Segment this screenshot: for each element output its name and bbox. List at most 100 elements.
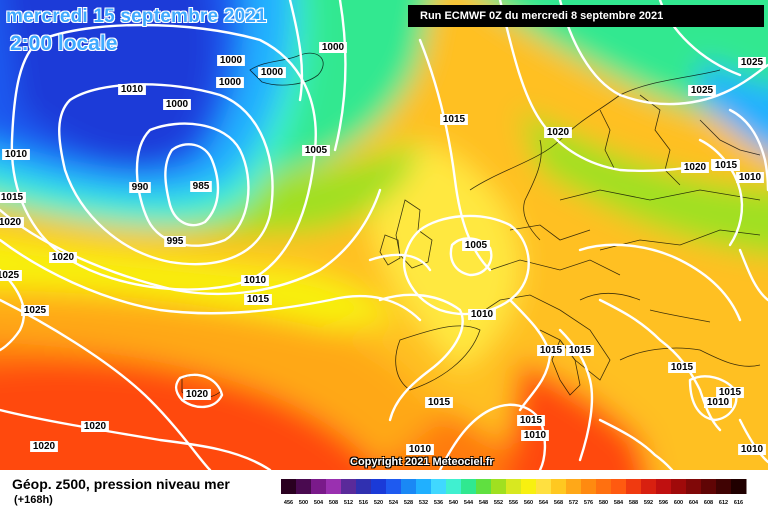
- color-scale-swatch: [731, 479, 747, 494]
- color-scale-label: 556: [509, 500, 518, 506]
- isobar-label: 1015: [520, 415, 543, 426]
- color-scale-bar: 456 500 504 508 512 516 520 524 528 532 536 540 544 5…: [281, 479, 747, 506]
- isobar-label-background: [319, 42, 347, 53]
- isobar-label: 1020: [84, 421, 107, 432]
- color-scale-label: 568: [554, 500, 563, 506]
- color-scale-label: 612: [719, 500, 728, 506]
- color-scale-label: 500: [299, 500, 308, 506]
- isobar-label: 1015: [428, 397, 451, 408]
- color-scale-label: 576: [584, 500, 593, 506]
- isobar-label-background: [406, 444, 434, 455]
- color-scale-swatch: [716, 479, 732, 494]
- color-scale-label: 520: [374, 500, 383, 506]
- isobar-label: 1015: [247, 294, 270, 305]
- color-scale-label: 532: [419, 500, 428, 506]
- color-scale-label: 508: [329, 500, 338, 506]
- parameter-label: Géop. z500, pression niveau mer: [12, 476, 230, 492]
- isobar-label: 1000: [166, 99, 189, 110]
- isobar-label-background: [738, 444, 766, 455]
- color-scale-label: 456: [284, 500, 293, 506]
- isobar-label: 1015: [540, 345, 563, 356]
- color-scale-label: 588: [629, 500, 638, 506]
- isobar-label-background: [521, 430, 549, 441]
- isobar-label: 1025: [24, 305, 47, 316]
- color-scale-swatch: [491, 479, 507, 494]
- isobar-label: 1025: [0, 270, 20, 281]
- color-scale-swatch: [416, 479, 432, 494]
- isobar-label-background: [544, 127, 572, 138]
- isobar-label-background: [217, 55, 245, 66]
- color-scale-swatch: [566, 479, 582, 494]
- color-scale-label: 592: [644, 500, 653, 506]
- color-scale-swatch: [506, 479, 522, 494]
- isobar-label-background: [190, 181, 212, 192]
- isobar-label-background: [468, 309, 496, 320]
- isobar-label: 1010: [471, 309, 494, 320]
- color-scale-swatch: [326, 479, 342, 494]
- coastlines: [181, 52, 761, 399]
- isobar-label: 1020: [0, 217, 22, 228]
- isobar-label: 1000: [322, 42, 345, 53]
- geopotential-map: 1000 1000 1000 1000 1000 1010 1010 990 985 995 100…: [0, 0, 768, 470]
- color-scale-label: 548: [479, 500, 488, 506]
- isobar-label: 1010: [409, 444, 432, 455]
- isobar-label-background: [517, 415, 545, 426]
- isobar-label-background: [425, 397, 453, 408]
- isobar-label: 1005: [305, 145, 328, 156]
- isobar-label: 1020: [186, 389, 209, 400]
- isobar-label-background: [129, 182, 151, 193]
- color-scale-label: 536: [434, 500, 443, 506]
- color-scale-swatch: [461, 479, 477, 494]
- color-scale-swatch: [686, 479, 702, 494]
- isobar-label: 995: [167, 236, 184, 247]
- isobar-label-background: [216, 77, 244, 88]
- isobar-label-background: [716, 387, 744, 398]
- isobar-label: 1020: [33, 441, 56, 452]
- isobar-label-background: [258, 67, 286, 78]
- isobar-label-background: [49, 252, 77, 263]
- isobar-label: 1000: [220, 55, 243, 66]
- color-scale-swatch: [521, 479, 537, 494]
- isobar-label: 985: [193, 181, 210, 192]
- color-scale-label: 560: [524, 500, 533, 506]
- color-scale-label: 596: [659, 500, 668, 506]
- isobar-label: 1010: [5, 149, 28, 160]
- isobar-label: 1020: [684, 162, 707, 173]
- color-scale-swatch: [671, 479, 687, 494]
- color-scale-label: 608: [704, 500, 713, 506]
- color-scale-swatch: [536, 479, 552, 494]
- isobar-label-background: [462, 240, 490, 251]
- color-scale-swatch: [386, 479, 402, 494]
- isobar-label-background: [738, 57, 766, 68]
- isobar-label-background: [2, 149, 30, 160]
- isobar-label-background: [440, 114, 468, 125]
- isobar-label: 1015: [1, 192, 24, 203]
- color-scale-swatch: [701, 479, 717, 494]
- isobar-label-background: [183, 389, 211, 400]
- color-scale-label: 616: [734, 500, 743, 506]
- color-scale-label: 604: [689, 500, 699, 506]
- color-scale-swatch: [626, 479, 642, 494]
- isobar-label: 1010: [121, 84, 144, 95]
- isobar-label-background: [21, 305, 49, 316]
- isobar-label: 1025: [741, 57, 764, 68]
- isobar-label: 1015: [715, 160, 738, 171]
- isobar-label: 1000: [261, 67, 284, 78]
- color-scale-label: 544: [464, 500, 474, 506]
- isobar-label-background: [712, 160, 740, 171]
- isobar-label-background: [163, 99, 191, 110]
- isobar-label-background: [0, 192, 26, 203]
- color-scale-label: 512: [344, 500, 353, 506]
- color-scale-swatch: [401, 479, 417, 494]
- forecast-time: 2:00 locale: [10, 32, 118, 55]
- isobar-label: 1015: [443, 114, 466, 125]
- isobar-label: 1015: [671, 362, 694, 373]
- color-scale-swatch: [371, 479, 387, 494]
- color-scale-label: 524: [389, 500, 399, 506]
- isobar-label: 1005: [465, 240, 488, 251]
- isobar-label: 1000: [219, 77, 242, 88]
- color-scale-label: 540: [449, 500, 458, 506]
- color-scale-label: 564: [539, 500, 549, 506]
- color-scale-label: 584: [614, 500, 624, 506]
